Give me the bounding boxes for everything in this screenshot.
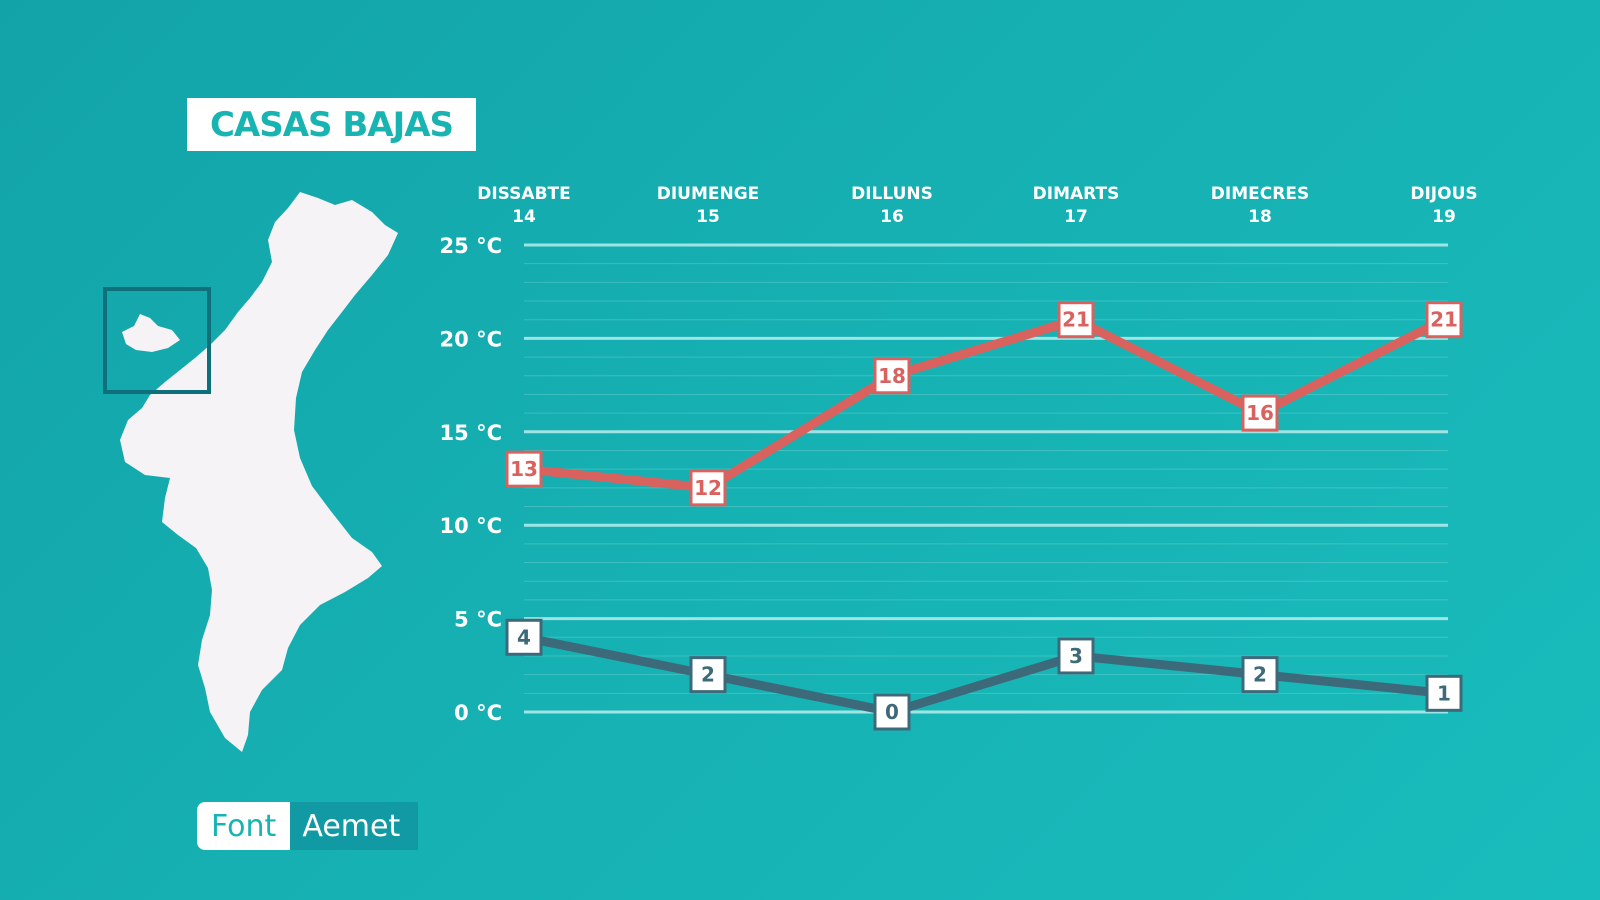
y-tick-label: 20 °C [440,327,502,351]
data-point-max [505,450,543,488]
y-tick-label: 5 °C [454,608,502,632]
day-number-label: 14 [512,207,536,227]
y-tick-label: 10 °C [440,514,502,538]
data-point-min [1057,637,1095,675]
x-axis-days: DISSABTE 14 DIUMENGE 15 DILLUNS 16 DIMARTS 17 DI… [477,184,1477,227]
data-point-max [1241,394,1279,432]
data-label-max: 21 [1062,308,1090,332]
day-name-label: DIUMENGE [657,184,760,204]
source-badge: Font Aemet [197,802,419,850]
day-name-label: DIMARTS [1033,184,1120,204]
data-point-min [873,693,911,731]
data-point-max [1425,301,1463,339]
data-label-max: 13 [510,457,538,481]
data-label-max: 21 [1430,308,1458,332]
data-point-min [505,618,543,656]
series-line-min [519,632,1449,717]
day-name-label: DISSABTE [477,184,570,204]
series-line-max [519,315,1449,493]
y-tick-label: 0 °C [454,701,502,725]
source-label: Font [197,802,291,850]
data-label-max: 16 [1246,401,1274,425]
data-point-min [1241,656,1279,694]
data-label-max: 12 [694,476,722,500]
data-point-max [1057,301,1095,339]
data-point-min [1425,674,1463,712]
location-highlight-box [103,287,211,394]
data-label-min: 1 [1437,681,1451,705]
chart-grid [524,243,1448,714]
region-map-shape [120,192,398,752]
data-label-min: 2 [1253,663,1267,687]
day-name-label: DIJOUS [1410,184,1477,204]
y-tick-label: 25 °C [440,234,502,258]
y-axis-ticks: 25 °C 20 °C 15 °C 10 °C 5 °C 0 °C [440,234,502,725]
data-point-max [689,469,727,507]
day-number-label: 15 [696,207,720,227]
region-map-enclave [122,314,180,352]
data-label-max: 18 [878,364,906,388]
y-tick-label: 15 °C [440,421,502,445]
day-number-label: 18 [1248,207,1272,227]
day-name-label: DILLUNS [851,184,933,204]
source-value: Aemet [290,802,419,850]
location-title: CASAS BAJAS [209,104,454,145]
day-number-label: 19 [1432,207,1456,227]
data-point-min [689,656,727,694]
data-label-min: 3 [1069,644,1083,668]
location-title-box: CASAS BAJAS [187,98,476,151]
day-number-label: 17 [1064,207,1088,227]
data-point-max [873,357,911,395]
data-label-min: 4 [517,625,531,649]
day-number-label: 16 [880,207,904,227]
series-lines [519,315,1449,717]
day-name-label: DIMECRES [1211,184,1309,204]
data-label-min: 0 [885,700,899,724]
data-label-min: 2 [701,663,715,687]
